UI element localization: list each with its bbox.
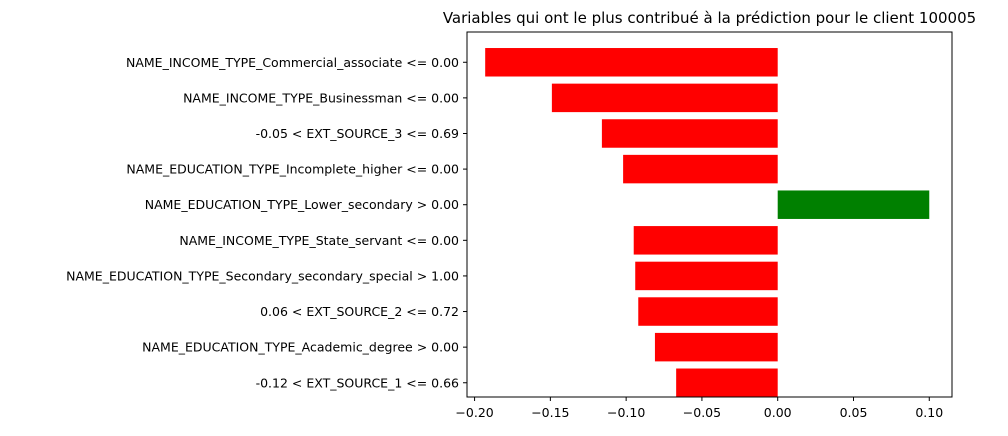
y-tick-label: 0.06 < EXT_SOURCE_2 <= 0.72: [260, 304, 459, 319]
bar: [635, 261, 778, 291]
bars-group: [485, 48, 930, 397]
y-axis: NAME_INCOME_TYPE_Commercial_associate <=…: [66, 55, 467, 390]
x-tick-label: −0.15: [531, 405, 569, 420]
bar: [676, 368, 778, 397]
y-tick-label: -0.12 < EXT_SOURCE_1 <= 0.66: [256, 375, 459, 390]
x-tick-label: −0.10: [607, 405, 645, 420]
bar: [551, 83, 778, 113]
x-tick-label: 0.10: [915, 405, 943, 420]
x-tick-label: −0.05: [683, 405, 721, 420]
y-tick-label: NAME_INCOME_TYPE_State_servant <= 0.00: [179, 233, 459, 248]
y-tick-label: NAME_EDUCATION_TYPE_Incomplete_higher <=…: [126, 162, 459, 177]
y-tick-label: NAME_EDUCATION_TYPE_Lower_secondary > 0.…: [145, 197, 459, 212]
x-axis: −0.20 −0.15 −0.10 −0.05 0.00 0.05 0.10: [455, 397, 943, 420]
y-tick-label: NAME_INCOME_TYPE_Commercial_associate <=…: [126, 55, 459, 70]
bar: [623, 154, 778, 184]
y-tick-label: NAME_EDUCATION_TYPE_Academic_degree > 0.…: [142, 340, 459, 355]
x-tick-label: −0.20: [455, 405, 493, 420]
x-tick-label: 0.00: [764, 405, 792, 420]
plot-frame: [466, 31, 953, 398]
bar: [485, 48, 778, 77]
bar: [601, 119, 778, 148]
bar: [777, 190, 930, 219]
x-tick-label: 0.05: [840, 405, 868, 420]
chart-title: Variables qui ont le plus contribué à la…: [443, 9, 976, 27]
y-tick-label: -0.05 < EXT_SOURCE_3 <= 0.69: [256, 126, 459, 141]
bar: [638, 297, 778, 326]
bar: [633, 226, 778, 255]
bar: [654, 332, 778, 362]
y-tick-label: NAME_INCOME_TYPE_Businessman <= 0.00: [183, 90, 459, 105]
y-tick-label: NAME_EDUCATION_TYPE_Secondary_secondary_…: [66, 268, 459, 283]
